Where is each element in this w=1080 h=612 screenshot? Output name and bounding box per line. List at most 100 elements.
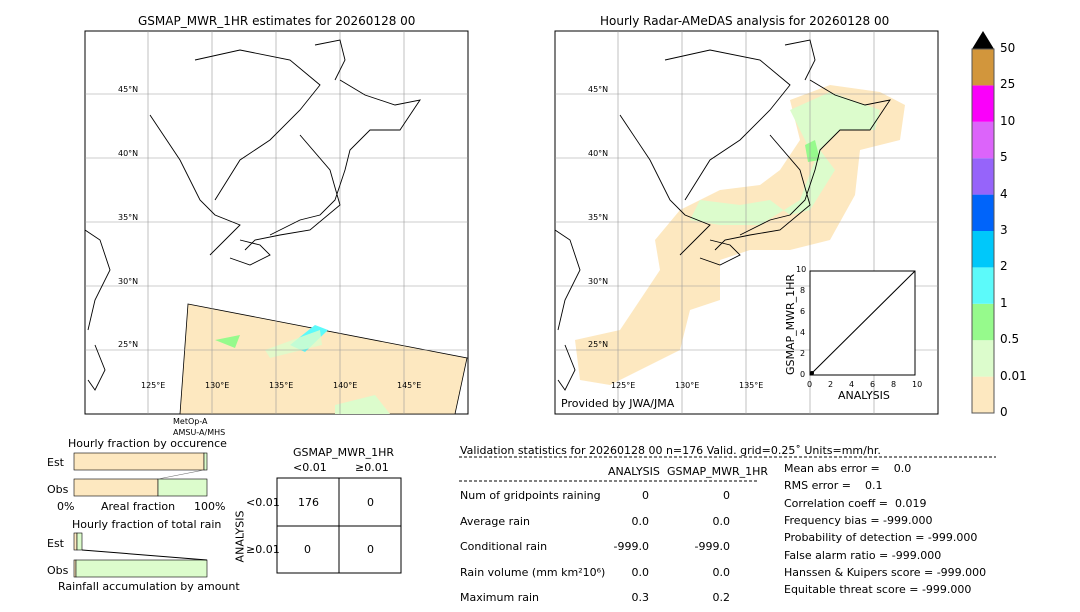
total-rain-title: Hourly fraction of total rain xyxy=(72,518,222,531)
row-header: ≥0.01 xyxy=(246,543,280,556)
total-rain-chart xyxy=(73,532,208,578)
satellite-swath xyxy=(179,303,468,415)
rain-area xyxy=(335,395,390,414)
lon-label: 125°E xyxy=(611,381,636,390)
stats-value: 0.2 xyxy=(712,591,731,604)
score-line: Probability of detection = -999.000 xyxy=(784,531,978,545)
sensor-label: MetOp-A xyxy=(173,417,208,426)
bar-label: Est xyxy=(47,456,64,469)
lat-label: 30°N xyxy=(118,277,139,286)
lon-label: 130°E xyxy=(675,381,700,390)
inset-ytick: 6 xyxy=(800,307,806,316)
table-cell: 0 xyxy=(367,543,374,556)
stats-value: 0.0 xyxy=(712,565,731,579)
axis-label: Rainfall accumulation by amount xyxy=(58,580,240,593)
lat-label: 40°N xyxy=(118,149,139,158)
score-line: Hanssen & Kuipers score = -999.000 xyxy=(784,565,987,579)
score-line: Frequency bias = -999.000 xyxy=(784,513,933,527)
colorbar-label: 50 xyxy=(1000,41,1016,55)
coastline xyxy=(84,39,421,391)
score-line: Equitable threat score = -999.000 xyxy=(784,583,972,597)
inset-ylabel: GSMAP_MWR_1HR xyxy=(784,273,798,376)
lat-label: 40°N xyxy=(588,149,609,158)
bar-label: Obs xyxy=(47,483,69,496)
contingency-table xyxy=(276,477,402,574)
colorbar-segment xyxy=(972,121,994,159)
occurrence-chart xyxy=(73,452,208,497)
right-map-title: Hourly Radar-AMeDAS analysis for 2026012… xyxy=(600,14,890,28)
table-cell: 0 xyxy=(304,543,311,556)
table-cell: 0 xyxy=(367,496,374,509)
colorbar-label: 3 xyxy=(1000,223,1008,237)
colorbar-segment xyxy=(972,158,994,195)
stats-value: 0 xyxy=(723,489,730,502)
score-line: Correlation coeff = 0.019 xyxy=(784,496,927,510)
colorbar-segment xyxy=(972,376,994,413)
axis-label: Areal fraction xyxy=(101,500,176,513)
colorbar-label: 2 xyxy=(1000,259,1008,274)
stats-row-label: Num of gridpoints raining xyxy=(460,489,601,502)
inset-xtick: 2 xyxy=(828,380,834,389)
lon-label: 130°E xyxy=(205,381,230,390)
colorbar-segment xyxy=(972,85,994,122)
colorbar xyxy=(971,31,995,414)
lat-label: 30°N xyxy=(588,277,609,286)
occurrence-title: Hourly fraction by occurence xyxy=(68,437,227,450)
stats-value: -999.0 xyxy=(694,540,730,553)
score-line: False alarm ratio = -999.000 xyxy=(784,548,942,562)
inset-xtick: 0 xyxy=(807,380,813,389)
row-axis-label: ANALYSIS xyxy=(233,510,247,563)
stats-value: -999.0 xyxy=(613,540,649,553)
stats-row-label: Rain volume (mm km²10⁶) xyxy=(460,565,606,579)
table-cell: 176 xyxy=(298,496,319,509)
colorbar-label: 25 xyxy=(1000,77,1016,92)
colorbar-label: 10 xyxy=(1000,113,1016,128)
tick-label: 100% xyxy=(194,500,226,513)
lat-label: 35°N xyxy=(118,213,139,222)
colorbar-label: 5 xyxy=(1000,150,1008,165)
stats-row-label: Conditional rain xyxy=(460,540,548,553)
coastline xyxy=(554,39,891,391)
table-title: GSMAP_MWR_1HR xyxy=(293,446,395,459)
inset-ytick: 10 xyxy=(796,265,807,274)
bar-label: Est xyxy=(47,537,64,550)
inset-xtick: 10 xyxy=(912,380,923,389)
bar-label: Obs xyxy=(47,564,69,577)
stats-col-header: ANALYSIS xyxy=(608,465,660,478)
stats-value: 0.3 xyxy=(631,591,650,604)
colorbar-segment xyxy=(972,194,994,231)
inset-xtick: 6 xyxy=(870,380,876,389)
rain-area xyxy=(690,92,880,225)
colorbar-segment xyxy=(972,303,994,341)
rain-area xyxy=(805,140,820,162)
col-header: <0.01 xyxy=(293,461,327,474)
inset-ytick: 8 xyxy=(800,286,806,295)
score-line: Mean abs error = 0.0 xyxy=(784,462,912,475)
colorbar-extend-arrow xyxy=(972,31,994,49)
lat-label: 35°N xyxy=(588,213,609,222)
stats-value: 0.0 xyxy=(631,514,650,528)
lat-label: 25°N xyxy=(588,340,609,349)
stats-col-header: GSMAP_MWR_1HR xyxy=(667,465,769,478)
lat-label: 45°N xyxy=(118,85,139,94)
stats-row-label: Average rain xyxy=(460,514,530,528)
colorbar-segment xyxy=(972,231,994,268)
lon-label: 125°E xyxy=(141,381,166,390)
gridlines xyxy=(85,31,468,414)
colorbar-label: 4 xyxy=(1000,186,1008,201)
left-map xyxy=(84,30,469,415)
stats-value: 0 xyxy=(642,489,649,502)
inset-xlabel: ANALYSIS xyxy=(838,389,890,402)
rain-area xyxy=(215,335,240,348)
row-header: <0.01 xyxy=(246,496,280,509)
lat-label: 45°N xyxy=(588,85,609,94)
inset-xtick: 8 xyxy=(891,380,897,389)
tick-label: 0% xyxy=(57,500,75,513)
lon-label: 135°E xyxy=(739,381,764,390)
inset-ytick: 0 xyxy=(800,370,806,379)
stats-row-label: Maximum rain xyxy=(460,591,539,604)
lat-label: 25°N xyxy=(118,340,139,349)
lon-label: 135°E xyxy=(269,381,294,390)
right-map xyxy=(554,30,939,415)
